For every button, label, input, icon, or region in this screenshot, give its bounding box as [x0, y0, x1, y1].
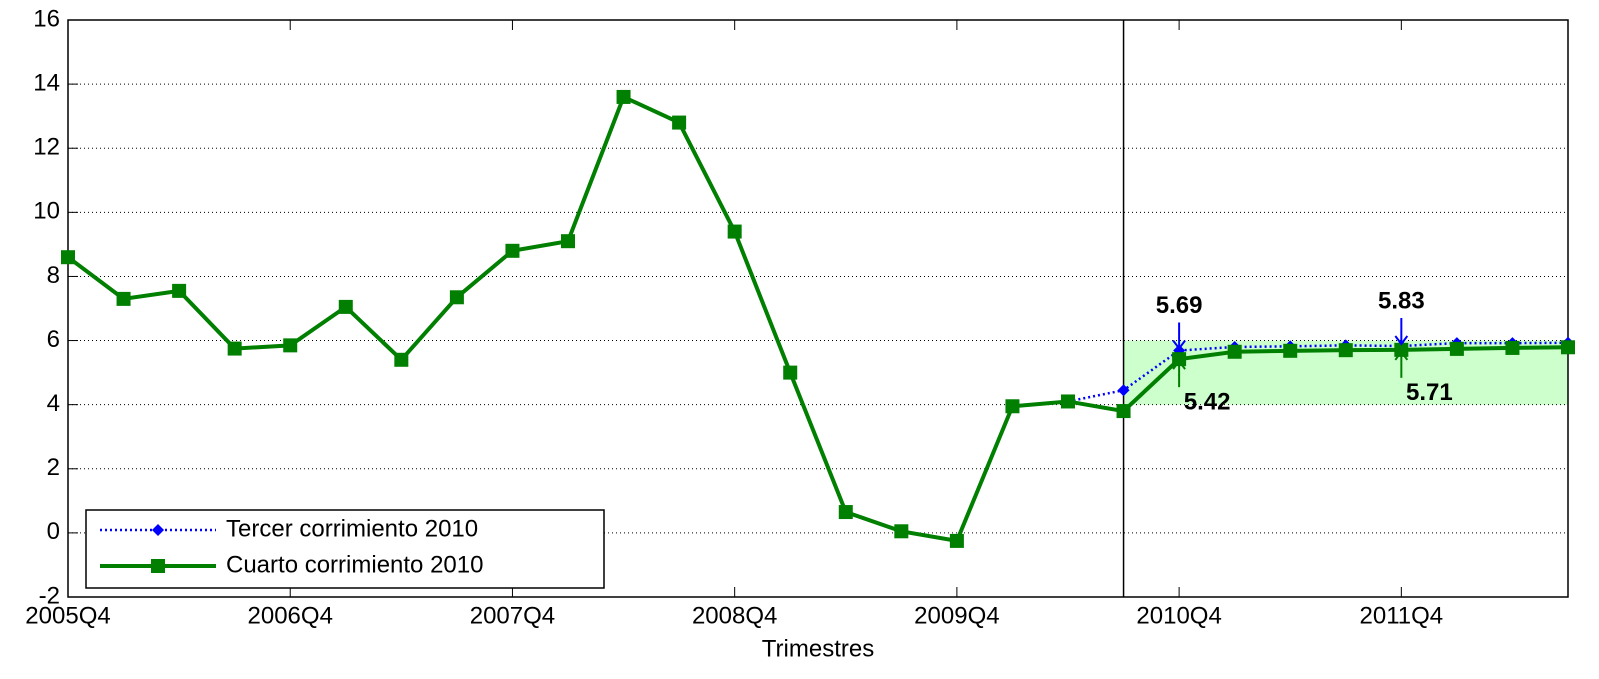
- marker: [394, 352, 409, 367]
- x-tick-label: 2011Q4: [1360, 602, 1444, 629]
- marker: [1116, 404, 1131, 419]
- marker: [1283, 343, 1298, 358]
- annotation-arrow-head: [1394, 350, 1409, 361]
- annotation-label: 5.42: [1184, 388, 1231, 415]
- annotation-label: 5.83: [1378, 287, 1425, 314]
- x-tick-label: 2010Q4: [1136, 602, 1221, 629]
- series-line: [67, 95, 1569, 543]
- annotation-arrow-head: [1394, 335, 1409, 346]
- marker: [1338, 343, 1353, 358]
- marker: [151, 559, 165, 573]
- marker: [227, 341, 242, 356]
- marker: [949, 533, 964, 548]
- annotation-arrow-head: [1172, 359, 1186, 370]
- annotation-arrow-head: [1172, 339, 1186, 351]
- legend-label: Cuarto corrimiento 2010: [226, 551, 483, 578]
- marker: [1005, 399, 1020, 414]
- marker: [283, 338, 298, 353]
- marker: [1394, 342, 1409, 357]
- marker: [727, 224, 742, 239]
- marker: [1172, 352, 1187, 367]
- marker: [672, 115, 687, 130]
- marker: [783, 365, 798, 380]
- marker: [1505, 340, 1520, 355]
- x-tick-label: 2007Q4: [470, 602, 555, 629]
- marker: [61, 250, 75, 265]
- y-tick-label: 12: [33, 134, 60, 161]
- marker: [449, 290, 464, 305]
- y-tick-label: 10: [33, 198, 60, 225]
- annotation-label: 5.71: [1406, 379, 1453, 406]
- legend-label: Tercer corrimiento 2010: [226, 515, 478, 542]
- marker: [616, 89, 631, 104]
- series-line: [66, 94, 1569, 544]
- y-tick-label: 4: [47, 390, 60, 417]
- marker: [1061, 394, 1075, 409]
- legend-box: [85, 509, 605, 589]
- marker: [1227, 344, 1242, 359]
- x-tick-label: 2008Q4: [692, 602, 777, 629]
- x-tick-label: 2009Q4: [914, 602, 999, 629]
- plot-frame: [67, 19, 1569, 598]
- marker: [894, 524, 909, 539]
- y-tick-label: -2: [39, 582, 60, 609]
- y-tick-label: 2: [47, 454, 60, 481]
- annotation-label: 5.69: [1156, 292, 1203, 319]
- marker: [172, 283, 187, 298]
- marker: [1449, 341, 1464, 356]
- y-tick-label: 14: [33, 69, 60, 96]
- y-tick-label: 0: [47, 518, 60, 545]
- x-axis-label: Trimestres: [762, 635, 874, 662]
- x-tick-label: 2005Q4: [25, 602, 110, 629]
- x-tick-label: 2006Q4: [248, 602, 333, 629]
- y-tick-label: 6: [47, 326, 60, 353]
- marker: [338, 299, 353, 314]
- marker: [838, 505, 853, 520]
- y-tick-label: 16: [33, 5, 60, 32]
- marker: [505, 243, 520, 258]
- marker: [1561, 340, 1575, 355]
- marker: [561, 234, 575, 249]
- y-tick-label: 8: [47, 262, 60, 289]
- marker: [152, 524, 164, 536]
- marker: [1117, 384, 1130, 397]
- marker: [116, 291, 131, 306]
